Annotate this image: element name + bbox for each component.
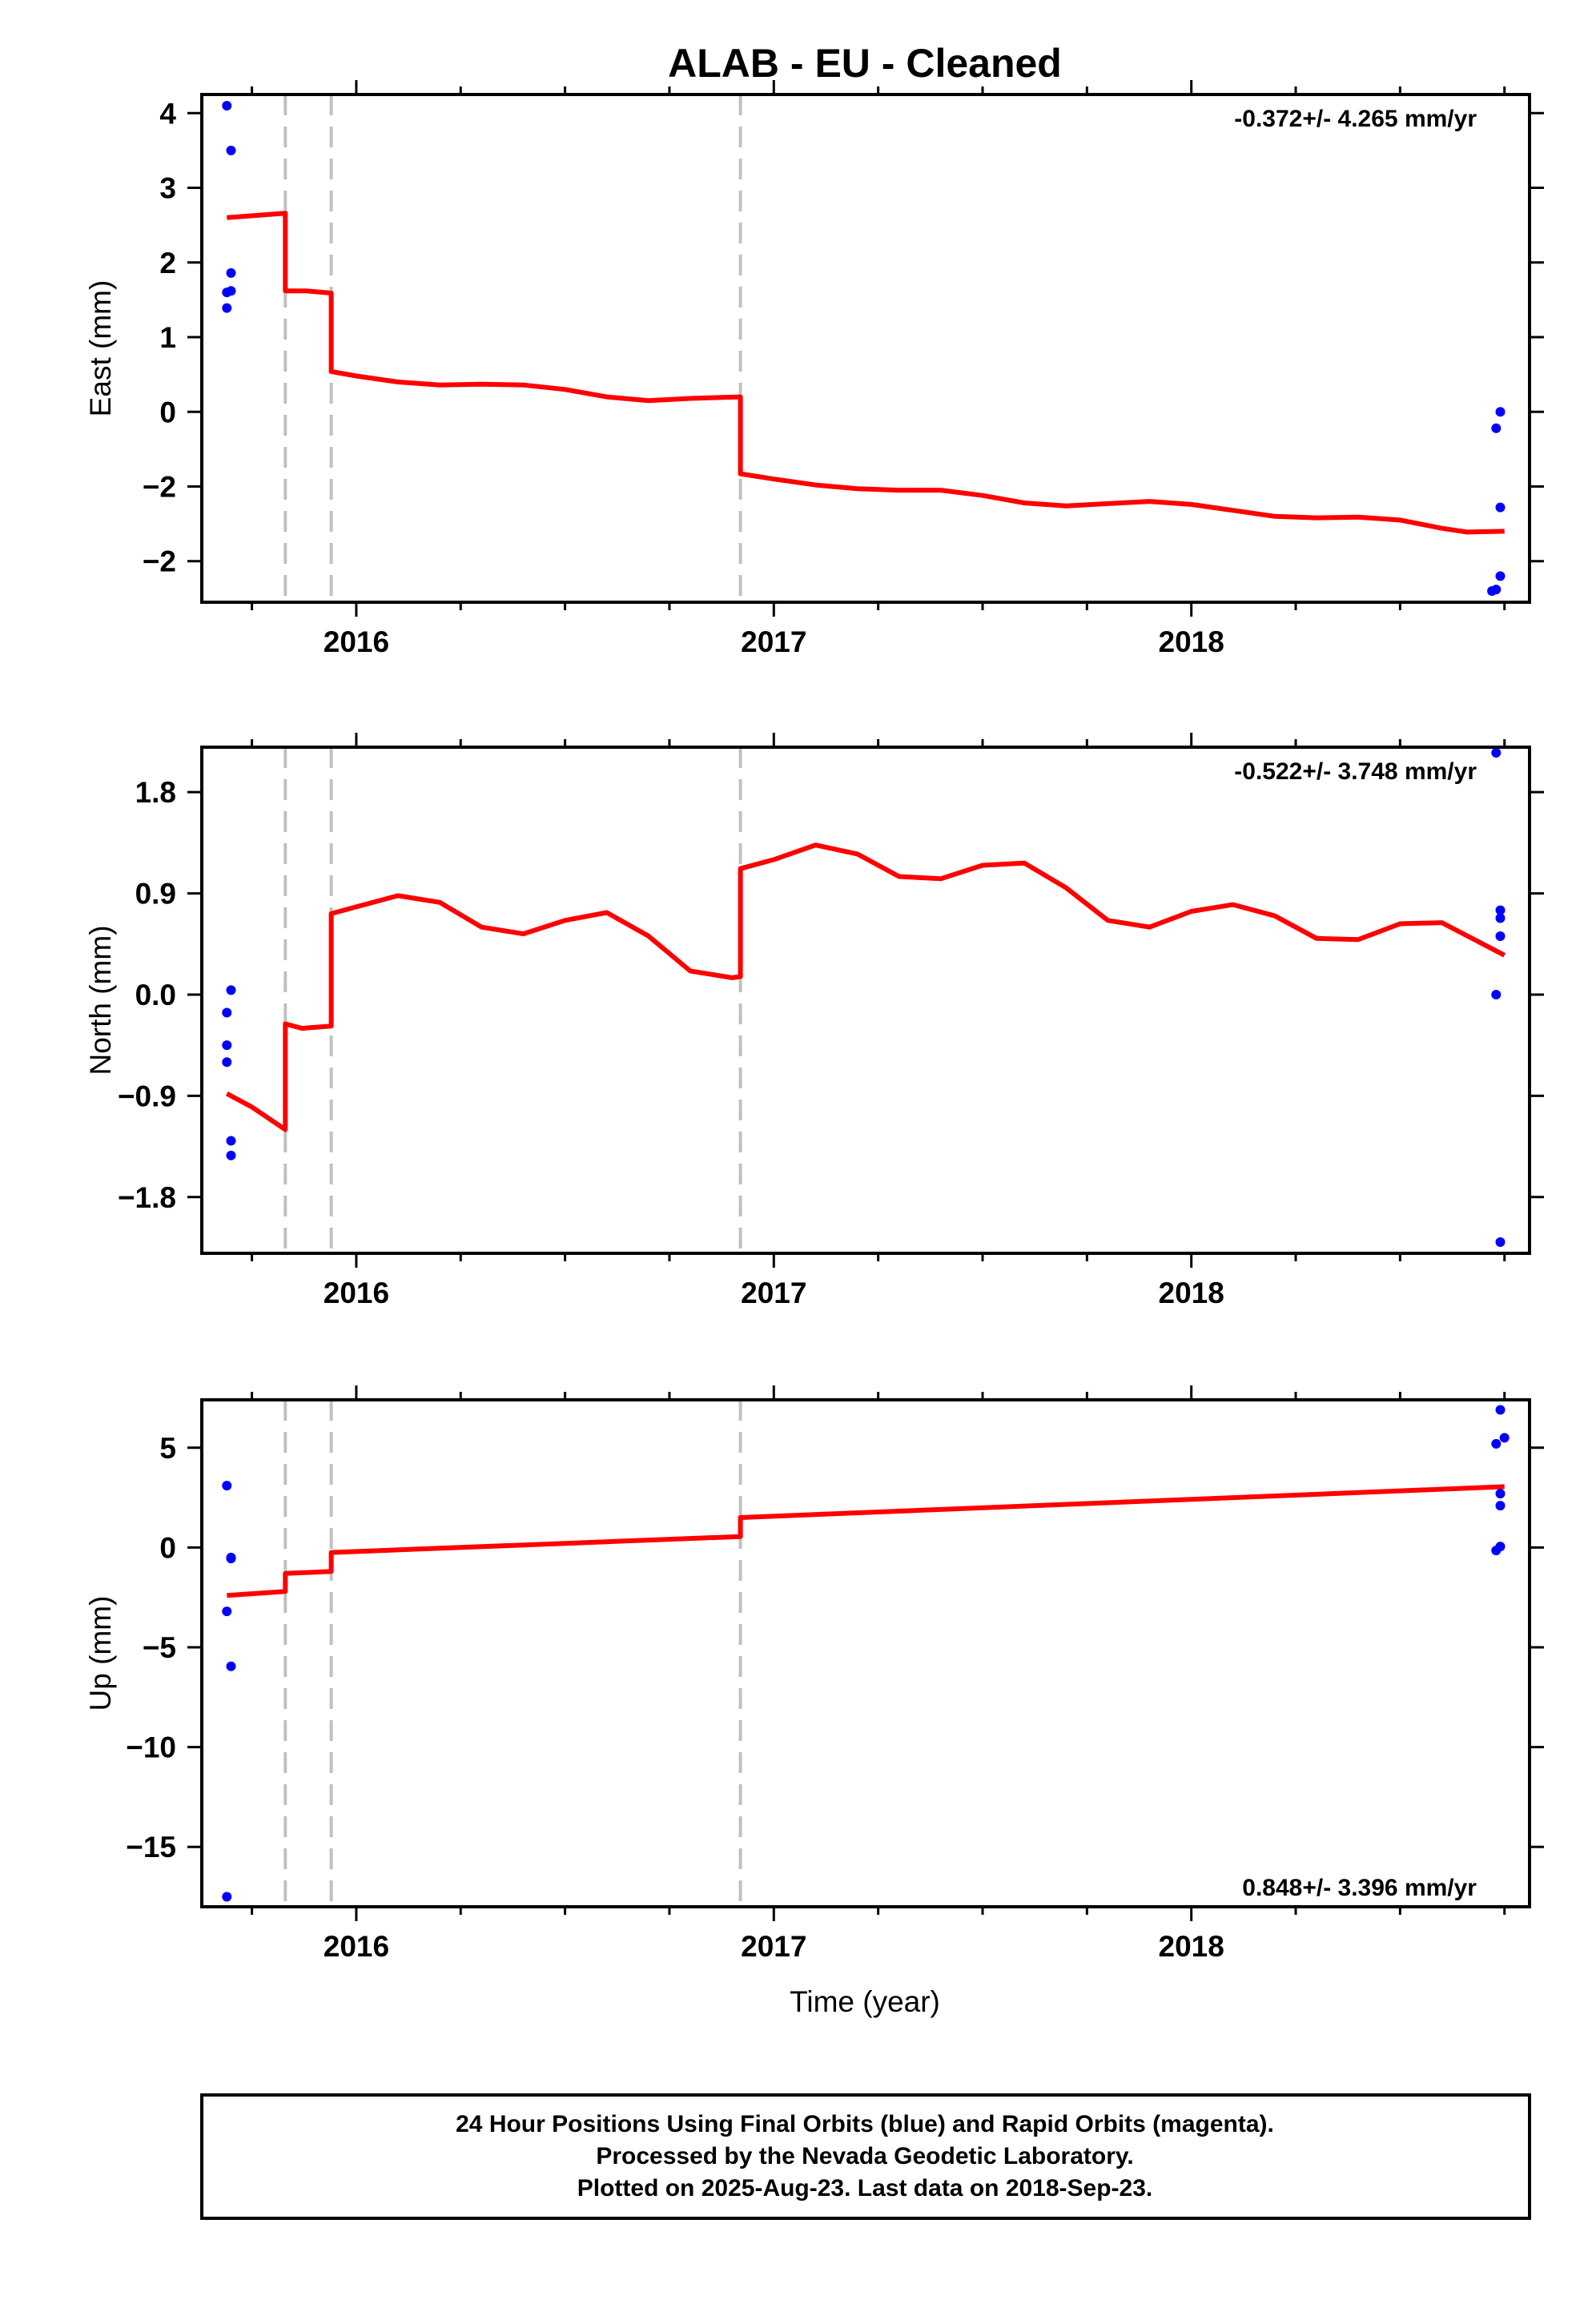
east-point-5	[222, 303, 232, 313]
north-point-9	[1495, 931, 1506, 941]
up-fit-line	[227, 1484, 1505, 1598]
north-point-7	[1495, 905, 1506, 915]
footer-line-3: Plotted on 2025-Aug-23. Last data on 201…	[577, 2175, 1153, 2201]
north-y-tick-label-0: 1.8	[135, 776, 176, 809]
footer-line-2: Processed by the Nevada Geodetic Laborat…	[596, 2143, 1133, 2169]
up-point-3	[222, 1606, 232, 1617]
north-x-tick-label-0: 2016	[324, 1277, 389, 1309]
panels: 2016 2017 2018 4 3 2 1 0 −2 −2 East (mm) -0.372+/- …	[84, 80, 1544, 1963]
up-frame	[200, 1398, 1531, 1908]
up-y-axis-label: Up (mm)	[84, 1596, 117, 1711]
up-point-2	[226, 1554, 236, 1564]
north-point-5	[226, 1150, 236, 1160]
east-point-1	[226, 145, 236, 155]
east-point-6	[1491, 423, 1502, 433]
east-rate-label: -0.372+/- 4.265 mm/yr	[1234, 106, 1477, 132]
east-y-tick-label-3: 1	[159, 321, 176, 354]
chart-title: ALAB - EU - Cleaned	[668, 41, 1062, 86]
up-x-tick-label-2: 2018	[1159, 1930, 1224, 1963]
up-point-9	[1495, 1489, 1506, 1499]
footer-line-1: 24 Hour Positions Using Final Orbits (bl…	[456, 2111, 1274, 2137]
east-fit-line	[227, 211, 1505, 535]
up-point-7	[1499, 1433, 1510, 1443]
east-y-axis-label: East (mm)	[84, 280, 117, 417]
east-x-tick-label-2: 2018	[1159, 625, 1224, 658]
north-fit-line	[225, 842, 1506, 1132]
north-point-3	[222, 1057, 232, 1068]
north-x-tick-label-1: 2017	[741, 1277, 806, 1309]
east-panel: 2016 2017 2018 4 3 2 1 0 −2 −2 East (mm) -0.372+/- …	[84, 80, 1544, 658]
up-point-4	[226, 1661, 236, 1671]
up-y-tick-label-2: −5	[143, 1631, 176, 1664]
north-y-tick-label-3: −0.9	[118, 1080, 176, 1112]
up-point-8	[1491, 1438, 1502, 1449]
east-point-0	[222, 100, 232, 111]
up-x-tick-label-0: 2016	[324, 1930, 389, 1963]
east-point-4	[226, 286, 236, 296]
east-y-tick-label-1: 3	[159, 172, 176, 205]
east-y-tick-label-5: −2	[143, 470, 176, 503]
east-y-tick-label-0: 4	[159, 97, 176, 130]
up-y-tick-label-0: 5	[159, 1432, 176, 1465]
north-y-axis-label: North (mm)	[84, 925, 117, 1075]
footer-frame	[200, 2093, 1531, 2220]
up-point-12	[1491, 1546, 1502, 1556]
north-point-1	[222, 1007, 232, 1018]
east-x-tick-label-1: 2017	[741, 625, 806, 658]
north-point-2	[222, 1040, 232, 1051]
east-y-tick-label-4: 0	[159, 396, 176, 428]
east-y-tick-label-2: 2	[159, 247, 176, 279]
east-x-tick-label-0: 2016	[324, 625, 389, 658]
north-point-6	[1491, 748, 1502, 758]
north-x-tick-label-2: 2018	[1159, 1277, 1224, 1309]
up-point-6	[1495, 1405, 1506, 1415]
north-y-tick-label-2: 0.0	[135, 979, 176, 1011]
north-frame	[200, 746, 1531, 1255]
up-rate-label: 0.848+/- 3.396 mm/yr	[1242, 1875, 1477, 1901]
east-point-8	[1495, 502, 1506, 513]
up-panel: 2016 2017 2018 5 0 −5 −10 −15 Up (mm) 0.848+/- 3.…	[84, 1385, 1544, 1963]
up-point-0	[222, 1481, 232, 1491]
east-y-tick-label-6: −2	[143, 545, 176, 578]
east-point-2	[226, 267, 236, 278]
north-y-tick-label-4: −1.8	[118, 1181, 176, 1214]
up-x-tick-label-1: 2017	[741, 1930, 806, 1963]
north-rate-label: -0.522+/- 3.748 mm/yr	[1234, 758, 1477, 785]
up-y-tick-label-3: −10	[126, 1731, 176, 1764]
x-axis-label: Time (year)	[790, 1985, 940, 2018]
up-point-5	[222, 1892, 232, 1902]
north-point-8	[1495, 913, 1506, 923]
footer-box: 24 Hour Positions Using Final Orbits (bl…	[200, 2093, 1531, 2220]
north-point-10	[1491, 989, 1502, 999]
up-point-10	[1495, 1501, 1506, 1511]
east-point-11	[1487, 586, 1498, 597]
east-point-7	[1495, 407, 1506, 417]
up-y-tick-label-1: 0	[159, 1531, 176, 1564]
north-panel: 2016 2017 2018 1.8 0.9 0.0 −0.9 −1.8 North (mm) -…	[84, 733, 1544, 1309]
east-frame	[200, 93, 1531, 604]
north-point-11	[1495, 1236, 1506, 1247]
north-point-4	[226, 1136, 236, 1146]
east-point-9	[1495, 571, 1506, 581]
up-y-tick-label-4: −15	[126, 1831, 176, 1864]
north-y-tick-label-1: 0.9	[135, 878, 176, 911]
north-point-0	[226, 985, 236, 995]
